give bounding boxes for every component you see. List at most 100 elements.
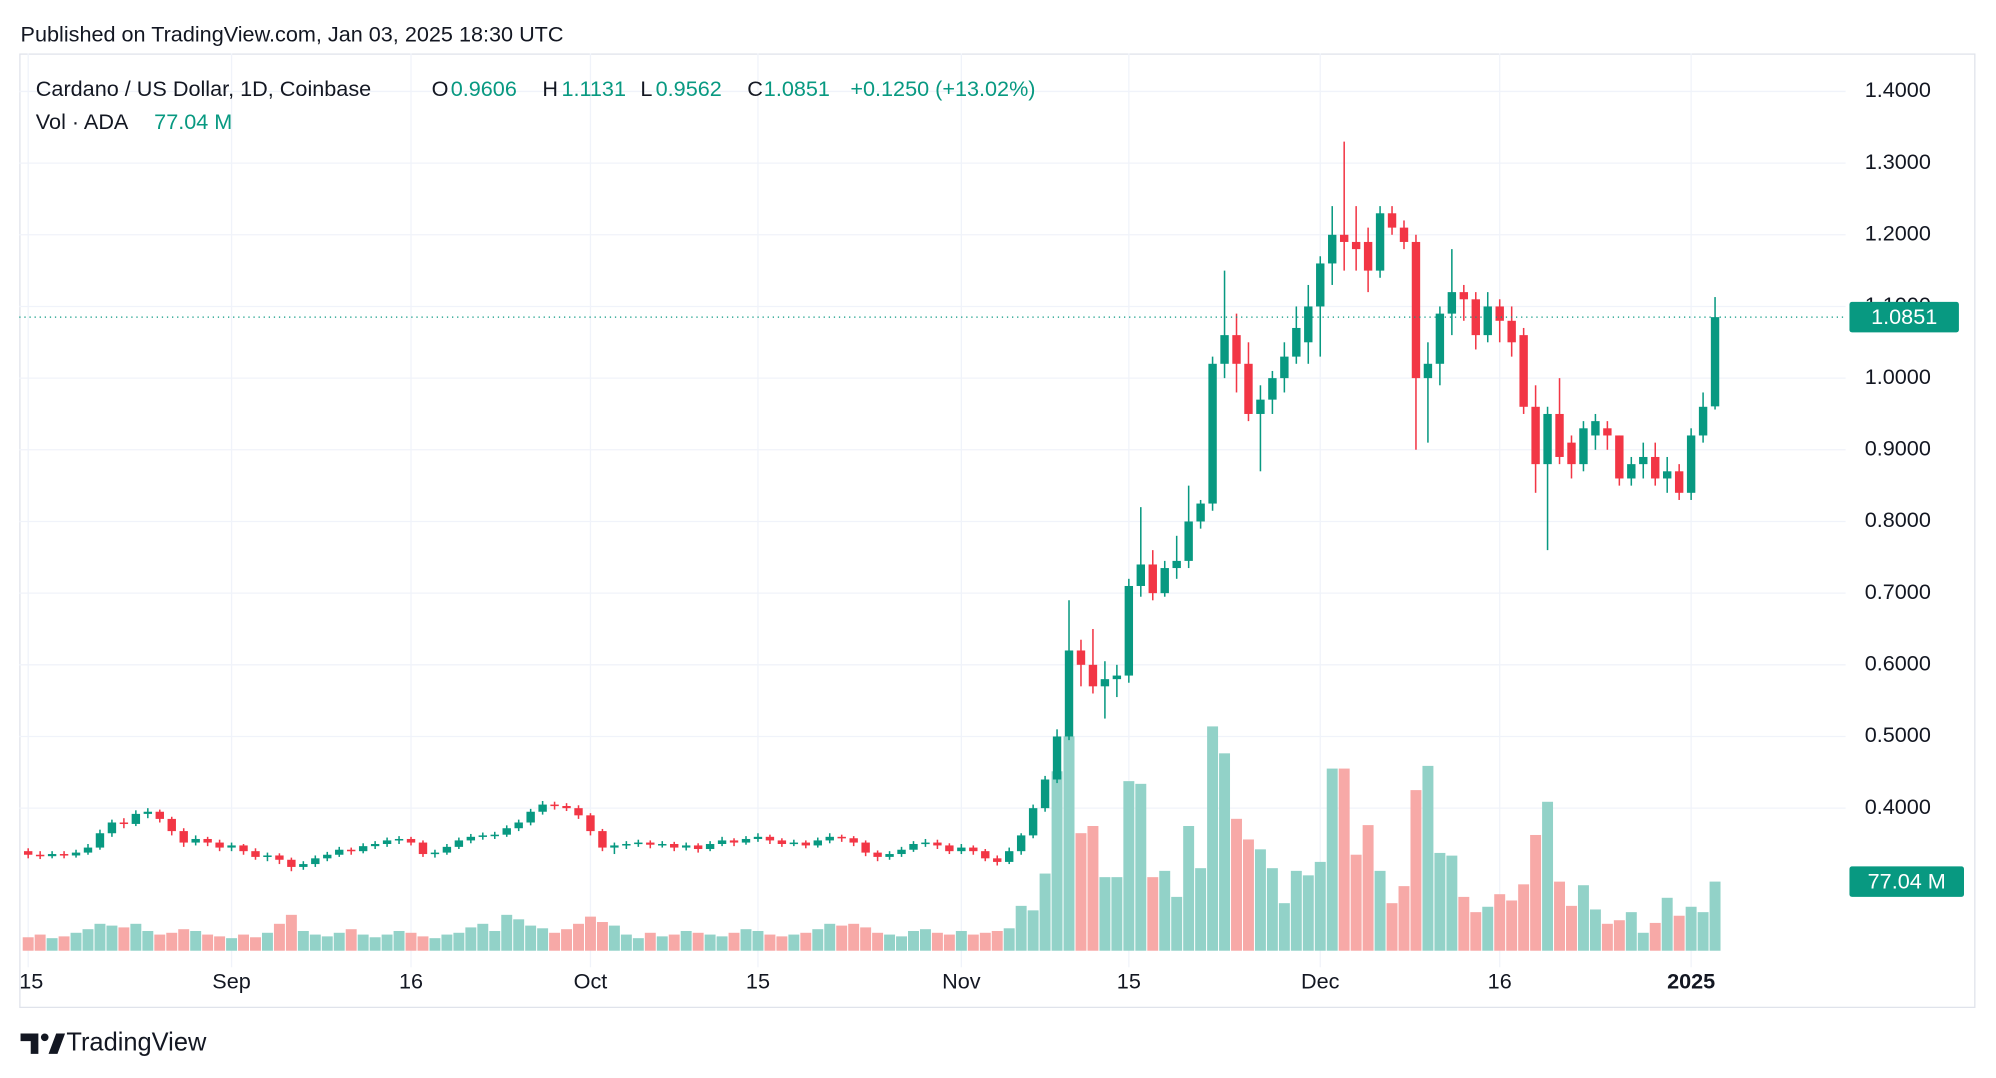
volume-bar — [1219, 753, 1231, 951]
volume-bar — [46, 938, 58, 951]
candle-body — [1160, 568, 1169, 594]
x-tick-label: 16 — [1488, 968, 1512, 993]
volume-bar — [106, 925, 118, 951]
candle-body — [1076, 650, 1086, 665]
volume-bar — [441, 934, 453, 951]
footer-brand: TradingView — [66, 1028, 207, 1056]
candle-body — [95, 833, 105, 848]
volume-bar — [1410, 790, 1422, 951]
candle-body — [1543, 413, 1552, 465]
candle-body — [83, 847, 93, 853]
candle-body — [1052, 736, 1062, 780]
volume-pane — [22, 726, 1721, 951]
volume-bar — [1422, 765, 1434, 951]
volume-bar — [166, 932, 178, 951]
legend-close-label: C — [747, 76, 763, 101]
candle-body — [1615, 435, 1624, 479]
x-tick-label: 2025 — [1667, 968, 1715, 993]
volume-bar — [896, 936, 907, 951]
candle-body — [1148, 564, 1157, 594]
candle-body — [1591, 421, 1600, 436]
volume-bar — [1625, 912, 1637, 951]
volume-bar — [1601, 923, 1613, 951]
candle-body — [454, 840, 464, 847]
volume-bar — [214, 936, 226, 951]
candle-body — [167, 818, 176, 832]
candle-body — [418, 842, 428, 855]
volume-bar — [513, 919, 525, 951]
volume-bar — [1278, 903, 1290, 951]
volume-bar — [1350, 854, 1362, 951]
candle-body — [1639, 456, 1648, 465]
candle-body — [993, 858, 1002, 862]
candle-body — [1316, 263, 1325, 307]
volume-bar — [1661, 897, 1673, 951]
candle-body — [574, 808, 583, 816]
volume-bar — [1470, 912, 1482, 951]
volume-bar — [919, 929, 931, 951]
volume-bar — [1530, 834, 1542, 951]
candle-body — [586, 815, 595, 832]
volume-bar — [1195, 868, 1207, 951]
volume-bar — [70, 932, 82, 951]
volume-bar — [1709, 881, 1721, 951]
volume-bar — [118, 927, 130, 951]
candle-body — [1495, 306, 1504, 321]
y-tick-label: 1.2000 — [1865, 221, 1931, 246]
candle-body — [155, 811, 164, 819]
candle-body — [430, 852, 440, 855]
legend-close: 1.0851 — [764, 76, 830, 101]
last-price-label: 1.0851 — [1871, 304, 1937, 329]
candle-body — [1579, 428, 1588, 465]
candle-body — [981, 851, 990, 859]
candle-body — [358, 846, 368, 852]
candle-body — [562, 806, 571, 809]
candle-body — [1435, 313, 1445, 364]
candle-body — [370, 843, 380, 847]
volume-bar — [1566, 905, 1577, 951]
volume-bar — [656, 936, 668, 951]
candle-body — [789, 842, 799, 845]
candle-body — [299, 864, 308, 867]
candle-body — [1064, 650, 1074, 737]
candle-body — [1387, 213, 1397, 228]
last-volume-box — [1849, 866, 1964, 897]
volume-bar — [1314, 861, 1326, 951]
volume-bar — [824, 923, 836, 951]
y-tick-label: 1.0000 — [1865, 364, 1931, 389]
volume-bar — [58, 936, 70, 951]
candle-body — [1256, 399, 1265, 414]
volume-bar — [477, 923, 489, 951]
candle-body — [239, 845, 248, 852]
candle-body — [335, 849, 344, 855]
volume-bar — [752, 930, 764, 951]
candle-body — [646, 842, 655, 845]
volume-bar — [1338, 768, 1350, 951]
candle-body — [933, 842, 942, 846]
y-tick-label: 0.5000 — [1865, 722, 1931, 747]
legend-symbol: Cardano / US Dollar, 1D, Coinbase — [36, 76, 371, 101]
volume-bar — [848, 923, 860, 951]
volume-bar — [501, 914, 513, 951]
candle-body — [945, 845, 954, 852]
candle-body — [143, 811, 153, 814]
x-tick-label: 16 — [399, 968, 423, 993]
candle-body — [59, 854, 69, 856]
volume-bar — [1542, 801, 1554, 951]
candle-body — [1339, 234, 1349, 242]
volume-bar — [345, 929, 357, 951]
candle-body — [1304, 306, 1313, 343]
volume-bar — [369, 937, 381, 951]
volume-bar — [489, 930, 501, 951]
candle-body — [1220, 335, 1229, 364]
candle-body — [1005, 851, 1014, 862]
volume-bar — [1554, 881, 1565, 951]
y-tick-label: 0.7000 — [1865, 579, 1931, 604]
candle-body — [466, 836, 476, 841]
volume-bar — [297, 930, 309, 951]
candle-body — [1698, 406, 1708, 436]
candle-body — [813, 840, 822, 846]
volume-bar — [1075, 833, 1087, 951]
candle-body — [705, 843, 715, 850]
volume-bar — [943, 934, 955, 951]
